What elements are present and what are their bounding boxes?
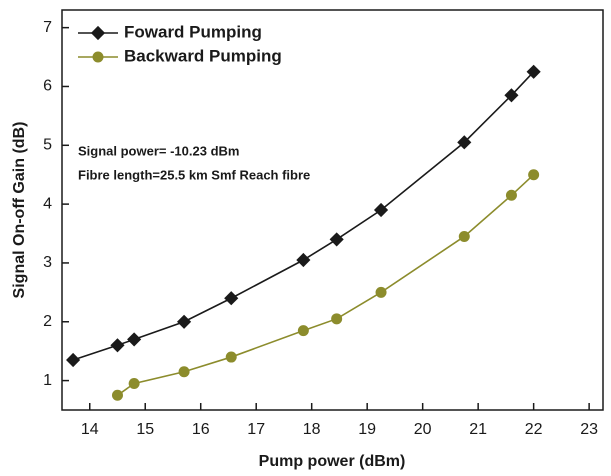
annotation: Fibre length=25.5 km Smf Reach fibre	[78, 167, 310, 182]
marker	[373, 202, 389, 218]
y-tick-label: 2	[43, 313, 52, 330]
marker	[457, 135, 472, 150]
x-tick-label: 15	[136, 421, 154, 438]
x-tick-label: 17	[247, 421, 265, 438]
marker	[128, 378, 140, 390]
marker	[225, 351, 237, 363]
x-tick-label: 14	[81, 421, 99, 438]
x-tick-label: 18	[303, 421, 321, 438]
y-tick-label: 5	[43, 137, 52, 154]
marker	[110, 338, 125, 353]
x-tick-label: 21	[469, 421, 487, 438]
marker	[297, 325, 309, 337]
marker	[178, 366, 190, 378]
marker	[177, 314, 192, 329]
marker	[331, 313, 343, 325]
x-tick-label: 19	[358, 421, 376, 438]
x-tick-label: 22	[525, 421, 543, 438]
marker	[66, 352, 81, 368]
marker	[504, 88, 519, 103]
marker	[111, 389, 123, 401]
marker	[505, 189, 517, 201]
marker	[296, 252, 311, 268]
legend-label: Backward Pumping	[124, 46, 282, 65]
plot-frame	[61, 9, 604, 411]
marker	[329, 232, 344, 247]
marker	[224, 291, 239, 306]
y-tick-label: 7	[43, 19, 52, 36]
y-tick-label: 3	[43, 254, 52, 271]
series-line	[117, 174, 535, 396]
x-tick-label: 20	[414, 421, 432, 438]
legend-label: Foward Pumping	[124, 22, 262, 41]
marker	[528, 169, 540, 181]
marker	[375, 286, 387, 298]
marker	[127, 332, 142, 347]
y-axis-label: Signal On-off Gain (dB)	[11, 122, 28, 299]
marker	[458, 230, 470, 242]
y-tick-label: 4	[43, 195, 52, 212]
y-tick-label: 1	[43, 372, 52, 389]
y-tick-label: 6	[43, 78, 52, 95]
marker	[526, 64, 541, 79]
x-tick-label: 23	[580, 421, 598, 438]
marker	[90, 25, 106, 41]
annotation: Signal power= -10.23 dBm	[78, 143, 239, 158]
x-tick-label: 16	[192, 421, 210, 438]
x-axis-label: Pump power (dBm)	[259, 453, 406, 470]
series-line	[72, 71, 535, 361]
marker	[92, 51, 104, 63]
